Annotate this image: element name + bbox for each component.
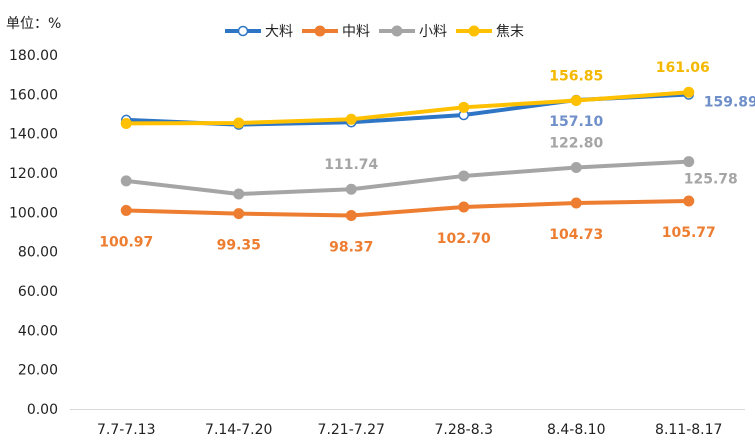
x-tick-label: 7.21-7.27 bbox=[318, 422, 385, 438]
data-labels: 157.10 159.89 100.97 99.35 98.37 102.70 104.73… bbox=[99, 60, 755, 255]
legend-label: 大料 bbox=[265, 24, 293, 40]
data-label: 161.06 bbox=[656, 60, 710, 76]
data-point bbox=[683, 86, 695, 98]
y-tick-label: 120.00 bbox=[9, 166, 58, 182]
legend: 大料 中料 小料 焦末 bbox=[225, 24, 524, 40]
data-point bbox=[683, 156, 695, 168]
data-point bbox=[120, 117, 132, 129]
data-label: 111.74 bbox=[324, 157, 378, 173]
legend-swatch-marker bbox=[314, 25, 326, 37]
legend-swatch-marker bbox=[237, 25, 249, 37]
data-label: 156.85 bbox=[549, 69, 603, 85]
y-tick-label: 40.00 bbox=[18, 323, 58, 339]
legend-item: 大料 bbox=[225, 24, 293, 40]
legend-label: 小料 bbox=[419, 24, 447, 40]
y-tick-label: 20.00 bbox=[18, 363, 58, 379]
x-tick-label: 7.28-8.3 bbox=[435, 422, 494, 438]
data-point bbox=[120, 175, 132, 187]
y-axis: 0.00 20.00 40.00 60.00 80.00 100.00 120.00 140.… bbox=[9, 48, 58, 418]
data-point bbox=[345, 113, 357, 125]
x-tick-label: 7.7-7.13 bbox=[97, 422, 156, 438]
data-point bbox=[233, 117, 245, 129]
legend-item: 小料 bbox=[379, 24, 447, 40]
x-axis: 7.7-7.13 7.14-7.20 7.21-7.27 7.28-8.3 8.4-8.… bbox=[70, 409, 745, 438]
x-tick-label: 8.4-8.10 bbox=[547, 422, 606, 438]
data-label: 104.73 bbox=[549, 227, 603, 243]
data-point bbox=[458, 170, 470, 182]
unit-label: 单位：% bbox=[6, 16, 61, 32]
data-label: 125.78 bbox=[684, 172, 738, 188]
legend-item: 中料 bbox=[302, 24, 370, 40]
data-label: 105.77 bbox=[662, 225, 716, 241]
data-label: 100.97 bbox=[99, 234, 153, 250]
data-label: 159.89 bbox=[704, 95, 755, 111]
data-label: 157.10 bbox=[549, 114, 603, 130]
y-tick-label: 140.00 bbox=[9, 127, 58, 143]
legend-item: 焦末 bbox=[456, 24, 524, 40]
data-point bbox=[345, 210, 357, 222]
y-tick-label: 180.00 bbox=[9, 48, 58, 64]
x-tick-label: 7.14-7.20 bbox=[205, 422, 272, 438]
data-point bbox=[458, 101, 470, 113]
y-tick-label: 80.00 bbox=[18, 245, 58, 261]
y-tick-label: 60.00 bbox=[18, 284, 58, 300]
data-point bbox=[570, 197, 582, 209]
x-tick-label: 8.11-8.17 bbox=[655, 422, 722, 438]
data-point bbox=[233, 208, 245, 220]
y-tick-label: 160.00 bbox=[9, 87, 58, 103]
series-line bbox=[124, 159, 691, 197]
y-tick-label: 0.00 bbox=[27, 402, 58, 418]
legend-swatch-marker bbox=[391, 25, 403, 37]
data-label: 122.80 bbox=[549, 135, 603, 151]
data-point bbox=[345, 183, 357, 195]
y-tick-label: 100.00 bbox=[9, 205, 58, 221]
data-point bbox=[120, 204, 132, 216]
data-label: 102.70 bbox=[437, 231, 491, 247]
data-label: 99.35 bbox=[217, 238, 261, 254]
series-line bbox=[124, 198, 691, 218]
legend-swatch-marker bbox=[468, 25, 480, 37]
data-point bbox=[683, 195, 695, 207]
legend-label: 中料 bbox=[342, 24, 370, 40]
series-line bbox=[124, 90, 691, 126]
data-point bbox=[570, 161, 582, 173]
data-point bbox=[458, 201, 470, 213]
data-point bbox=[233, 188, 245, 200]
data-label: 98.37 bbox=[329, 240, 373, 256]
plot-area bbox=[120, 86, 695, 222]
legend-label: 焦末 bbox=[496, 24, 524, 40]
data-point bbox=[570, 95, 582, 107]
